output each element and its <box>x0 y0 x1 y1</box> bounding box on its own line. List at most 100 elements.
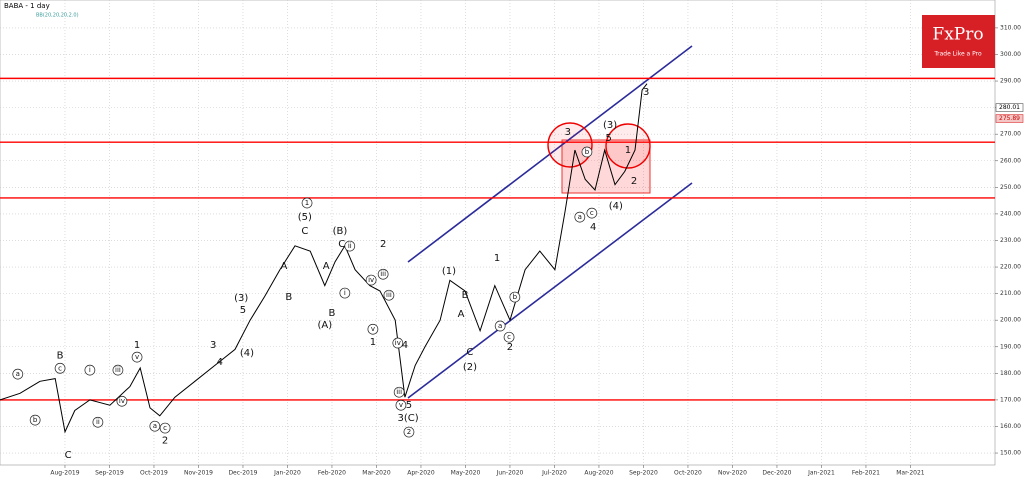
x-tick-label: Mar-2020 <box>362 470 391 477</box>
x-tick-label: Feb-2021 <box>852 470 880 477</box>
wave-label: 4 <box>402 340 408 351</box>
wave-label: 2 <box>162 435 168 446</box>
wave-circle <box>344 240 356 252</box>
wave-label: 5 <box>606 133 612 144</box>
wave-label: A <box>280 261 287 272</box>
wave-label: 3(C) <box>397 413 418 424</box>
wave-label: B <box>329 308 336 319</box>
wave-circle <box>367 323 379 335</box>
x-tick-label: Feb-2020 <box>318 470 346 477</box>
wave-label: iv <box>395 339 401 347</box>
logo-text: FxPro <box>932 25 983 45</box>
y-tick-label: 260.00 <box>1000 157 1021 164</box>
wave-label: 1 <box>305 199 309 207</box>
wave-circle <box>29 414 41 426</box>
price-tag-label: 280.01 <box>999 104 1020 111</box>
wave-circle <box>131 351 143 363</box>
wave-label: a <box>498 322 502 330</box>
wave-label: 3 <box>565 127 571 138</box>
price-tag <box>995 114 1024 123</box>
x-tick-label: Jun-2020 <box>496 470 524 477</box>
price-tag <box>995 103 1024 112</box>
wave-circle <box>383 289 395 301</box>
wave-label: a <box>153 422 157 430</box>
x-tick-label: Apr-2020 <box>407 470 435 477</box>
wave-label: (2) <box>463 362 477 373</box>
wave-label: v <box>371 325 375 333</box>
x-tick-label: May-2020 <box>451 470 481 477</box>
x-tick-label: Mar-2021 <box>896 470 925 477</box>
wave-label: 1 <box>494 253 500 264</box>
wave-label: (3) <box>603 120 617 131</box>
wave-label: c <box>590 209 594 217</box>
y-tick-label: 190.00 <box>1000 343 1021 350</box>
price-line <box>0 83 648 434</box>
channel-lower <box>407 182 693 399</box>
wave-circle <box>54 362 66 374</box>
wave-label: b <box>513 293 518 301</box>
wave-label: 1 <box>134 340 140 351</box>
wave-label: ii <box>348 242 352 250</box>
x-tick-label: Oct-2019 <box>140 470 168 477</box>
wave-circle <box>365 274 377 286</box>
price-tag-label: 275.89 <box>999 115 1020 122</box>
wave-label: i <box>89 366 91 374</box>
wave-circle <box>12 368 24 380</box>
y-tick-label: 230.00 <box>1000 237 1021 244</box>
wave-label: iv <box>119 397 125 405</box>
wave-label: 2 <box>631 176 637 187</box>
y-tick-label: 300.00 <box>1000 51 1021 58</box>
wave-label: v <box>399 401 403 409</box>
wave-label: iv <box>368 276 374 284</box>
wave-circle <box>581 146 593 158</box>
chart-title: BABA - 1 day <box>4 2 50 10</box>
wave-circle <box>339 287 351 299</box>
y-tick-label: 150.00 <box>1000 450 1021 457</box>
y-tick-label: 220.00 <box>1000 264 1021 271</box>
wave-circle <box>159 422 171 434</box>
y-tick-label: 170.00 <box>1000 396 1021 403</box>
x-tick-label: Jan-2020 <box>273 470 301 477</box>
x-tick-label: Aug-2020 <box>584 470 613 477</box>
wave-label: a <box>16 370 20 378</box>
x-tick-label: Sep-2019 <box>95 470 124 477</box>
x-tick-label: Nov-2019 <box>184 470 213 477</box>
wave-label: (B) <box>333 226 348 237</box>
logo-tagline: Trade Like a Pro <box>933 51 982 58</box>
wave-label: (3) <box>234 293 248 304</box>
wave-circle <box>494 320 506 332</box>
wave-circle <box>509 291 521 303</box>
wave-label: c <box>507 333 511 341</box>
wave-label: c <box>58 364 62 372</box>
y-tick-label: 310.00 <box>1000 24 1021 31</box>
wave-label: 4 <box>217 357 223 368</box>
y-tick-label: 270.00 <box>1000 131 1021 138</box>
wave-label: 4 <box>590 222 596 233</box>
y-tick-label: 290.00 <box>1000 78 1021 85</box>
x-tick-label: Jul-2020 <box>541 470 567 477</box>
wave-label: iii <box>115 366 121 374</box>
wave-label: ii <box>96 418 100 426</box>
wave-label: C <box>338 239 345 250</box>
wave-label: 5 <box>406 400 412 411</box>
x-tick-label: Jan-2021 <box>807 470 835 477</box>
y-tick-label: 160.00 <box>1000 423 1021 430</box>
wave-label: C <box>301 226 308 237</box>
wave-label: (A) <box>318 320 333 331</box>
wave-label: b <box>33 416 38 424</box>
x-tick-label: Dec-2019 <box>228 470 257 477</box>
highlight-circle <box>547 122 593 168</box>
wave-label: a <box>578 213 582 221</box>
wave-circle <box>392 337 404 349</box>
x-tick-label: Nov-2020 <box>718 470 747 477</box>
plot-frame <box>0 0 996 466</box>
wave-label: iii <box>386 291 392 299</box>
wave-circle <box>586 207 598 219</box>
wave-label: v <box>135 353 139 361</box>
wave-circle <box>503 331 515 343</box>
wave-label: (5) <box>298 212 312 223</box>
y-tick-label: 210.00 <box>1000 290 1021 297</box>
wave-label: (4) <box>240 348 254 359</box>
wave-label: 3 <box>210 340 216 351</box>
